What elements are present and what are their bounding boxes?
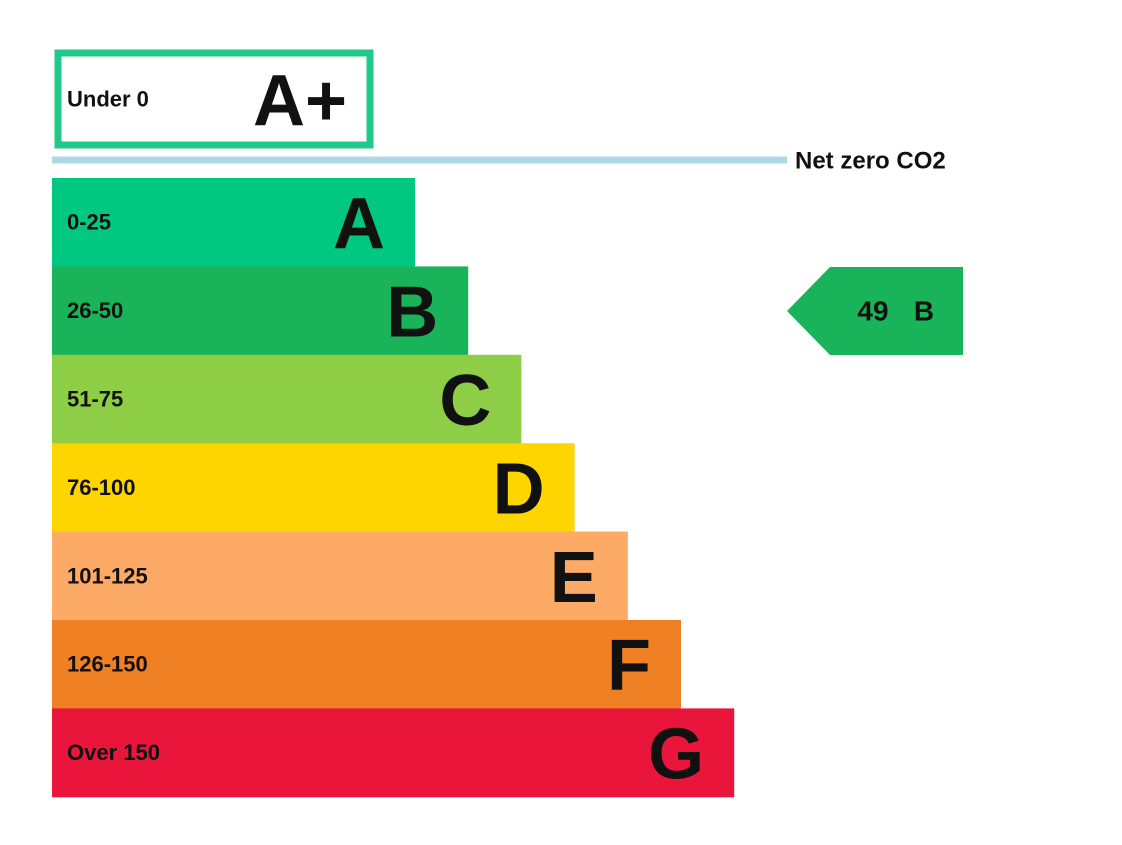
- band-range: 51-75: [67, 387, 123, 412]
- band-bar: [52, 354, 522, 444]
- band-bar: [52, 708, 735, 798]
- band-range: Over 150: [67, 740, 160, 765]
- indicator-value: 49: [857, 296, 888, 327]
- band-letter: D: [493, 449, 545, 529]
- net-zero-label: Net zero CO2: [795, 148, 946, 175]
- rating-indicator: [787, 267, 963, 355]
- band-bar: [52, 266, 469, 356]
- band-letter: E: [550, 538, 598, 618]
- band-bar: [52, 178, 415, 267]
- band-bar: [52, 443, 575, 533]
- band-range: 0-25: [67, 210, 111, 235]
- band-range: 101-125: [67, 563, 148, 588]
- band-bar: [52, 531, 628, 621]
- band-letter: F: [607, 626, 651, 706]
- band-letter: G: [648, 715, 704, 795]
- band-range: 76-100: [67, 475, 136, 500]
- band-letter: A: [333, 184, 385, 264]
- top-band-range: Under 0: [67, 87, 149, 112]
- band-letter: C: [439, 361, 491, 441]
- band-bar: [52, 620, 681, 709]
- top-band-box: [54, 49, 374, 149]
- band-range: 26-50: [67, 298, 123, 323]
- indicator-letter: B: [914, 296, 934, 327]
- top-band-letter: A+: [253, 61, 347, 141]
- band-range: 126-150: [67, 652, 148, 677]
- band-letter: B: [386, 273, 438, 353]
